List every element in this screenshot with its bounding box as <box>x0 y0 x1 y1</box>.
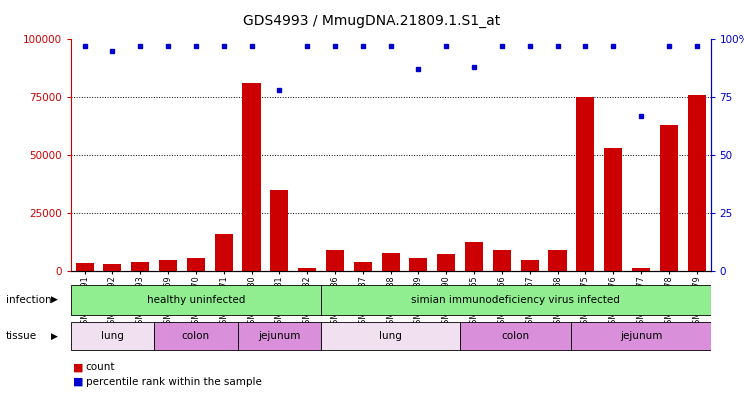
FancyBboxPatch shape <box>154 322 237 350</box>
Text: percentile rank within the sample: percentile rank within the sample <box>86 377 261 387</box>
Text: lung: lung <box>101 331 124 341</box>
Bar <box>353 262 372 271</box>
Bar <box>76 263 94 271</box>
Text: ▶: ▶ <box>51 295 57 304</box>
Bar <box>214 234 233 271</box>
Text: infection: infection <box>6 295 51 305</box>
Bar <box>159 259 177 271</box>
Text: colon: colon <box>501 331 530 341</box>
Bar <box>382 253 400 271</box>
Bar <box>465 242 483 271</box>
Bar <box>131 263 150 271</box>
Bar <box>521 259 539 271</box>
Text: tissue: tissue <box>6 331 37 341</box>
Text: healthy uninfected: healthy uninfected <box>147 295 245 305</box>
Bar <box>493 250 511 271</box>
Text: ■: ■ <box>73 377 83 387</box>
Bar <box>270 190 289 271</box>
Bar <box>103 264 121 271</box>
Text: ▶: ▶ <box>51 332 57 340</box>
FancyBboxPatch shape <box>321 322 460 350</box>
FancyBboxPatch shape <box>237 322 321 350</box>
Bar <box>604 148 622 271</box>
Bar <box>409 259 428 271</box>
Text: simian immunodeficiency virus infected: simian immunodeficiency virus infected <box>411 295 620 305</box>
Text: jejunum: jejunum <box>620 331 662 341</box>
FancyBboxPatch shape <box>321 285 711 315</box>
Bar <box>437 254 455 271</box>
Text: lung: lung <box>379 331 402 341</box>
Bar <box>243 83 260 271</box>
Bar <box>326 250 344 271</box>
FancyBboxPatch shape <box>71 322 154 350</box>
FancyBboxPatch shape <box>571 322 711 350</box>
Text: count: count <box>86 362 115 373</box>
Bar <box>548 250 567 271</box>
Text: ■: ■ <box>73 362 83 373</box>
Bar <box>687 95 705 271</box>
Bar <box>660 125 678 271</box>
Bar <box>187 259 205 271</box>
Bar <box>298 268 316 271</box>
Text: jejunum: jejunum <box>258 331 301 341</box>
Text: GDS4993 / MmugDNA.21809.1.S1_at: GDS4993 / MmugDNA.21809.1.S1_at <box>243 14 501 28</box>
Bar <box>632 268 650 271</box>
FancyBboxPatch shape <box>71 285 321 315</box>
Bar <box>577 97 594 271</box>
FancyBboxPatch shape <box>460 322 571 350</box>
Text: colon: colon <box>182 331 210 341</box>
